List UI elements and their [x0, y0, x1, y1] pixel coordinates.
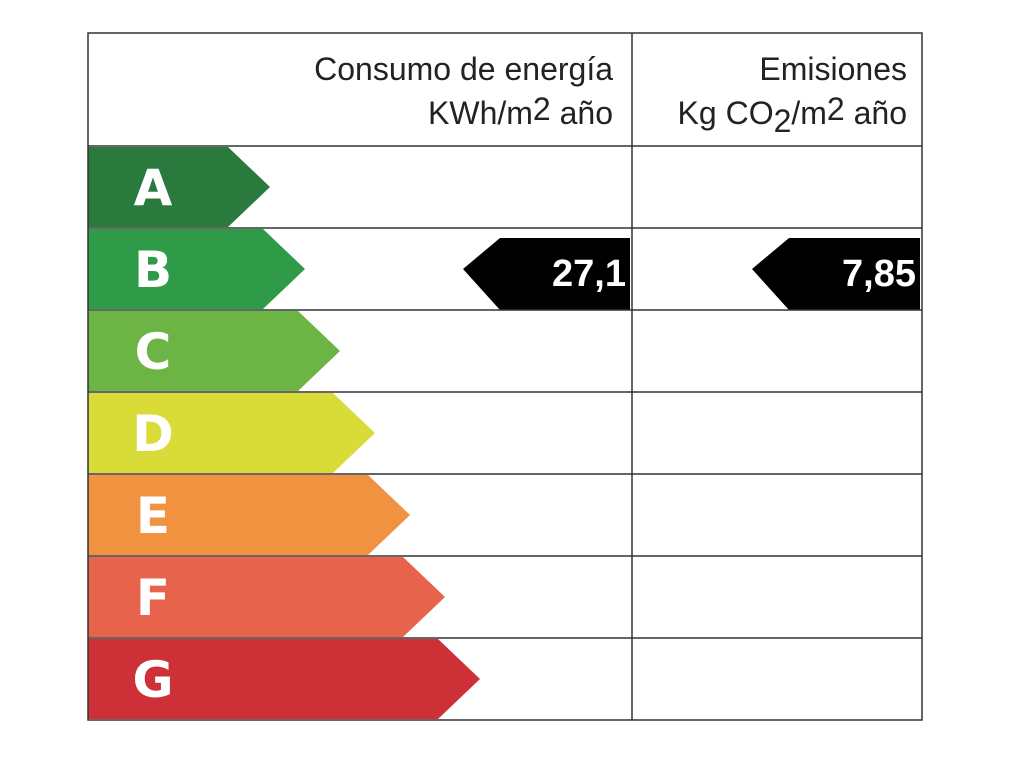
unit-sup: 2: [533, 91, 551, 127]
emissions-unit: Kg CO2/m2 año: [678, 91, 907, 139]
table-border: [87, 32, 923, 721]
energy-title: Consumo de energía: [314, 51, 613, 87]
rating-arrow: [88, 147, 270, 227]
emissions-title: Emisiones: [759, 51, 907, 87]
rating-letter: B: [134, 241, 172, 299]
rating-letter: C: [135, 323, 172, 381]
unit-text: año: [845, 95, 907, 131]
rating-arrow: [88, 393, 375, 473]
rating-arrow: [88, 557, 445, 637]
rating-letter: A: [134, 159, 173, 217]
rating-arrow: [88, 639, 480, 719]
unit-sup: 2: [827, 91, 845, 127]
rating-arrow: [88, 475, 410, 555]
emissions-indicator: [752, 238, 920, 310]
energy-value: 27,1: [552, 253, 626, 295]
unit-text: KWh/m: [428, 95, 533, 131]
emissions-value: 7,85: [842, 253, 916, 295]
rating-letter: E: [136, 487, 170, 545]
unit-text: año: [551, 95, 613, 131]
rating-letter: D: [132, 405, 174, 463]
unit-text: /m: [791, 95, 827, 131]
unit-text: Kg CO: [678, 95, 774, 131]
rating-arrow: [88, 229, 305, 309]
rating-letter: G: [132, 651, 173, 709]
rating-letter: F: [136, 569, 170, 627]
unit-sub: 2: [774, 103, 792, 139]
rating-arrow: [88, 311, 340, 391]
energy-indicator: [463, 238, 630, 310]
energy-unit: KWh/m2 año: [428, 91, 613, 131]
